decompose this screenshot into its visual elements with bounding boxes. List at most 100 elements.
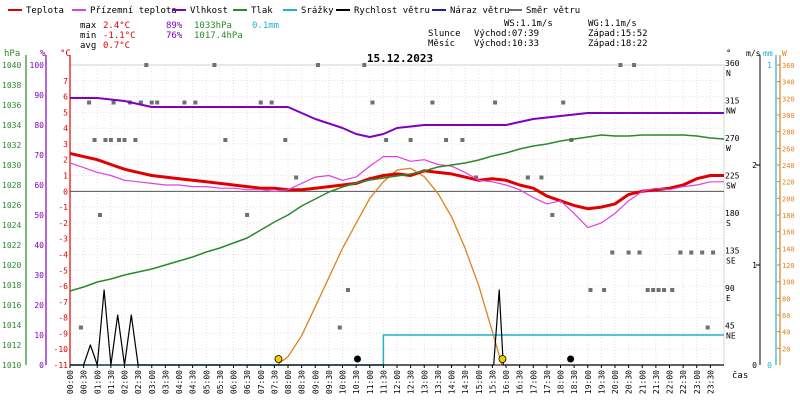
tick-hpa: 1038 <box>2 81 21 90</box>
tick-degc: -4 <box>58 250 68 259</box>
wind-direction-point <box>315 63 320 67</box>
x-tick-label: 21:00 <box>638 370 647 394</box>
wind-direction-point <box>138 100 143 105</box>
x-tick-label: 11:30 <box>379 370 388 394</box>
tick-degc: 3 <box>63 140 68 149</box>
tick-deg-dir: NW <box>726 107 736 116</box>
tick-w: 260 <box>782 145 795 153</box>
wind-direction-point <box>651 288 656 292</box>
stats-max-temp: 2.4°C <box>103 21 130 31</box>
info-ws: WS:1.1m/s <box>504 19 553 29</box>
tick-pct: 50 <box>34 211 44 220</box>
tick-deg-dir: W <box>726 144 731 153</box>
legend-label-0: Teplota <box>26 6 64 16</box>
wind-direction-point <box>155 100 160 105</box>
wind-direction-point <box>474 175 479 180</box>
axis-label-w: W <box>782 49 787 58</box>
wind-direction-point <box>384 138 389 142</box>
tick-hpa: 1020 <box>2 261 21 270</box>
tick-pct: 40 <box>34 241 44 250</box>
wind-direction-point <box>258 100 263 105</box>
x-tick-label: 01:30 <box>107 370 116 394</box>
info-sun-label: Slunce <box>428 29 461 39</box>
x-tick-label: 08:00 <box>284 370 293 394</box>
x-tick-label: 17:30 <box>543 370 552 394</box>
stats-avg-temp: 0.7°C <box>103 41 130 51</box>
legend-label-3: Tlak <box>251 6 273 16</box>
x-tick-label: 14:30 <box>461 370 470 394</box>
x-tick-label: 00:30 <box>80 370 89 394</box>
tick-degc: 5 <box>63 108 68 117</box>
moon-marker <box>353 355 361 363</box>
wind-direction-point <box>618 63 623 67</box>
x-tick-label: 18:30 <box>570 370 579 394</box>
x-tick-label: 12:00 <box>393 370 402 394</box>
axis-label-hpa: hPa <box>4 49 20 59</box>
x-tick-label: 16:00 <box>502 370 511 394</box>
x-tick-label: 01:00 <box>93 370 102 394</box>
x-tick-label: 23:30 <box>706 370 715 394</box>
wind-direction-point <box>133 138 138 142</box>
tick-pct: 100 <box>30 61 45 70</box>
tick-w: 140 <box>782 245 795 253</box>
wind-direction-point <box>588 288 593 292</box>
x-tick-label: 04:00 <box>175 370 184 394</box>
tick-ms: 2 <box>752 161 757 170</box>
tick-degc: 1 <box>63 172 68 181</box>
legend-label-2: Vlhkost <box>190 6 228 16</box>
x-tick-label: 22:30 <box>679 370 688 394</box>
tick-w: 100 <box>782 279 795 287</box>
tick-deg: 180 <box>725 209 740 218</box>
wind-direction-point <box>111 100 116 105</box>
info-moonrise: Východ:10:33 <box>474 39 539 49</box>
x-tick-label: 02:00 <box>121 370 130 394</box>
tick-deg-dir: NE <box>726 332 736 341</box>
x-tick-label: 20:30 <box>625 370 634 394</box>
wind-direction-point <box>493 100 498 105</box>
series-line-1 <box>69 156 724 229</box>
x-tick-label: 17:00 <box>529 370 538 394</box>
x-tick-label: 23:00 <box>693 370 702 394</box>
wind-direction-point <box>689 250 694 255</box>
tick-pct: 30 <box>34 271 44 280</box>
plot-area <box>69 63 725 366</box>
sun-marker <box>498 355 507 363</box>
x-tick-label: 18:00 <box>557 370 566 394</box>
x-tick-label: 10:30 <box>352 370 361 394</box>
wind-direction-point <box>149 100 154 105</box>
x-tick-label: 12:30 <box>407 370 416 394</box>
wind-direction-point <box>117 138 122 142</box>
tick-degc: 2 <box>63 156 68 165</box>
x-tick-label: 03:30 <box>161 370 170 394</box>
wind-direction-point <box>103 138 108 142</box>
wind-direction-point <box>362 63 367 67</box>
x-tick-label: 10:00 <box>339 370 348 394</box>
tick-hpa: 1018 <box>2 281 21 290</box>
wind-direction-point <box>108 138 113 142</box>
wind-direction-point <box>182 100 187 105</box>
wind-direction-point <box>637 250 642 255</box>
tick-degc: -3 <box>58 235 68 244</box>
tick-degc: -8 <box>58 314 68 323</box>
tick-w: 200 <box>782 195 795 203</box>
x-tick-label: 00:00 <box>66 370 75 394</box>
series-line-0 <box>69 151 724 211</box>
wind-direction-point <box>87 100 92 105</box>
wind-direction-point <box>193 100 198 105</box>
wind-direction-point <box>212 63 217 67</box>
x-tick-label: 03:00 <box>148 370 157 394</box>
tick-hpa: 1028 <box>2 181 21 190</box>
axis-label-deg: ° <box>726 49 731 59</box>
axis-label-degc: °C <box>60 49 71 59</box>
wind-direction-point <box>678 250 683 255</box>
info-moonset: Západ:18:22 <box>588 39 648 49</box>
wind-direction-point <box>283 138 288 142</box>
tick-degc: 7 <box>63 77 68 86</box>
stats-max-hum: 89% <box>166 21 183 31</box>
sun-marker <box>274 355 283 363</box>
tick-hpa: 1026 <box>2 201 21 210</box>
tick-w: 320 <box>782 95 795 103</box>
tick-hpa: 1024 <box>2 221 21 230</box>
wind-direction-point <box>92 138 97 142</box>
